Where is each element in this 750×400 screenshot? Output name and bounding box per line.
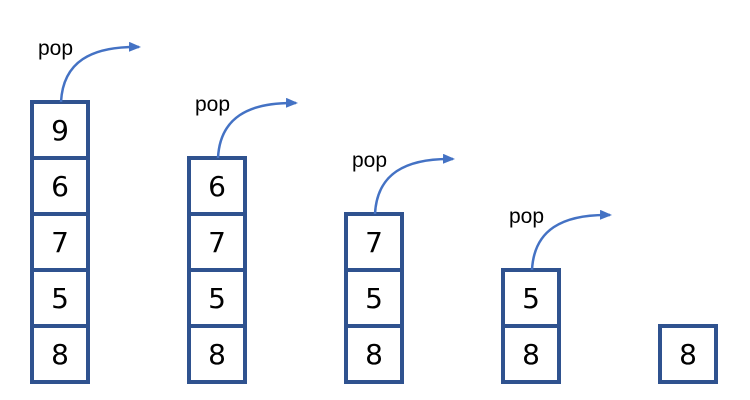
stack-4: 5 8 pop bbox=[501, 205, 612, 384]
stack-cell bbox=[658, 324, 718, 384]
pop-arrow-icon bbox=[216, 97, 298, 159]
stack-cell bbox=[187, 156, 247, 216]
stack-cell-value: 7 bbox=[51, 226, 69, 259]
stack-cell-value: 9 bbox=[51, 114, 69, 147]
stack-cell bbox=[30, 268, 90, 328]
stack-cell-value: 5 bbox=[365, 282, 383, 315]
stack-cell bbox=[187, 212, 247, 272]
stack-cell-value: 5 bbox=[208, 282, 226, 315]
stack-cell bbox=[30, 324, 90, 384]
pop-arrow-icon bbox=[373, 153, 455, 215]
stack-cell-value: 8 bbox=[522, 338, 540, 371]
stack-cell-value: 8 bbox=[365, 338, 383, 371]
stack-cell-value: 6 bbox=[51, 170, 69, 203]
stack-cell-value: 6 bbox=[208, 170, 226, 203]
stack-5: 8 bbox=[658, 324, 718, 384]
stack-1: 9 6 7 5 8 pop bbox=[30, 37, 141, 384]
pop-arrow-icon bbox=[59, 41, 141, 103]
stack-cell-value: 8 bbox=[679, 338, 697, 371]
stack-cell-value: 8 bbox=[208, 338, 226, 371]
stack-cell-value: 7 bbox=[365, 226, 383, 259]
stack-cell-value: 5 bbox=[51, 282, 69, 315]
stack-cell-value: 8 bbox=[51, 338, 69, 371]
stack-cell bbox=[187, 268, 247, 328]
stack-3: 7 5 8 pop bbox=[344, 149, 455, 384]
pop-label: pop bbox=[38, 37, 73, 60]
stack-2: 6 7 5 8 pop bbox=[187, 93, 298, 384]
pop-label: pop bbox=[352, 149, 387, 172]
pop-label: pop bbox=[509, 205, 544, 228]
stack-cell-value: 7 bbox=[208, 226, 226, 259]
pop-label: pop bbox=[195, 93, 230, 116]
stack-cell-value: 5 bbox=[522, 282, 540, 315]
stack-cell bbox=[187, 324, 247, 384]
stack-cell bbox=[501, 324, 561, 384]
pop-arrow-icon bbox=[530, 209, 612, 271]
stack-cell bbox=[344, 324, 404, 384]
